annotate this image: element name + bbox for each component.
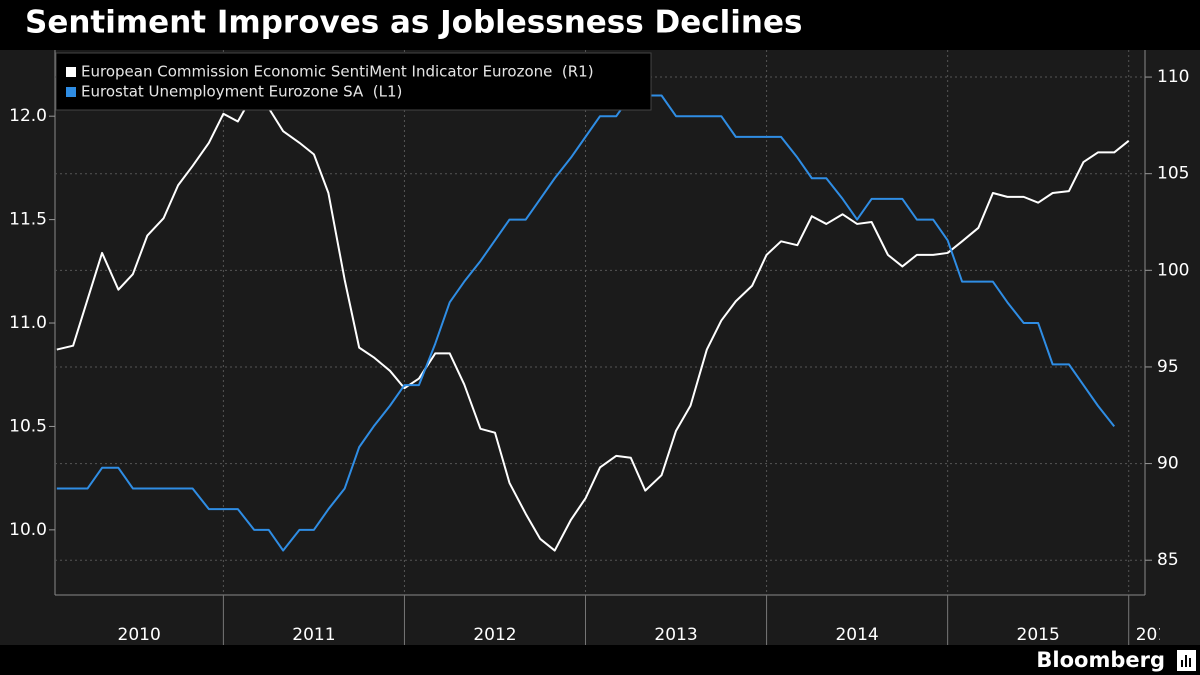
- legend-label: European Commission Economic SentiMent I…: [81, 63, 594, 81]
- y2-tick-label: 110: [1157, 67, 1189, 87]
- legend-item: European Commission Economic SentiMent I…: [66, 63, 594, 81]
- y-tick-label: 11.5: [9, 210, 47, 230]
- y-tick-label: 12.0: [9, 106, 47, 126]
- y-tick-label: 11.0: [9, 313, 47, 333]
- x-tick-label: 2016: [1136, 625, 1179, 645]
- y-tick-label: 10.5: [9, 416, 47, 436]
- y2-tick-label: 100: [1157, 260, 1189, 280]
- chart-title: Sentiment Improves as Joblessness Declin…: [25, 5, 802, 41]
- series-line: [56, 91, 1130, 552]
- legend-swatch: [66, 87, 76, 97]
- x-tick-label: 2014: [835, 625, 878, 645]
- legend-box: [55, 52, 652, 111]
- y2-tick-label: 95: [1157, 357, 1179, 377]
- x-labels: 2010 2011 2012 2013 2014 2015 2016: [118, 625, 1179, 645]
- legend-item: Eurostat Unemployment Eurozone SA (L1): [66, 83, 402, 101]
- x-tick-label: 2011: [292, 625, 335, 645]
- x-tick-label: 2010: [118, 625, 161, 645]
- bloomberg-icon: [1177, 650, 1196, 671]
- source: Bloomberg: [1036, 648, 1165, 672]
- x-tick-label: 2012: [473, 625, 516, 645]
- legend-label: Eurostat Unemployment Eurozone SA (L1): [81, 83, 402, 101]
- plot-background: [0, 50, 1200, 645]
- y-tick-label: 10.0: [9, 520, 47, 540]
- y2-tick-label: 85: [1157, 550, 1179, 570]
- x-tick-label: 2013: [654, 625, 697, 645]
- legend-swatch: [66, 67, 76, 77]
- x-tick-label: 2015: [1017, 625, 1060, 645]
- y2-tick-label: 105: [1157, 164, 1189, 184]
- series-line: [56, 94, 1116, 552]
- y2-tick-label: 90: [1157, 454, 1179, 474]
